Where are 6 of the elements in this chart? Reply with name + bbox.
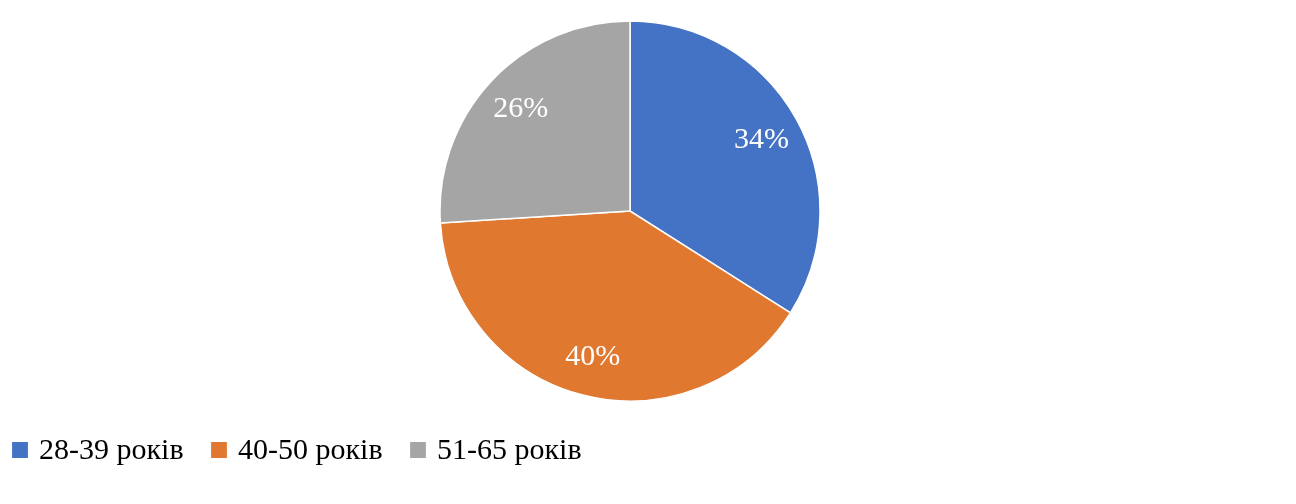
data-label: 26% <box>493 90 549 124</box>
legend-label: 51-65 років <box>437 432 582 465</box>
data-label: 34% <box>733 120 789 154</box>
data-label: 40% <box>565 338 621 372</box>
legend-label: 28-39 років <box>39 432 184 465</box>
legend-label: 40-50 років <box>238 432 383 465</box>
